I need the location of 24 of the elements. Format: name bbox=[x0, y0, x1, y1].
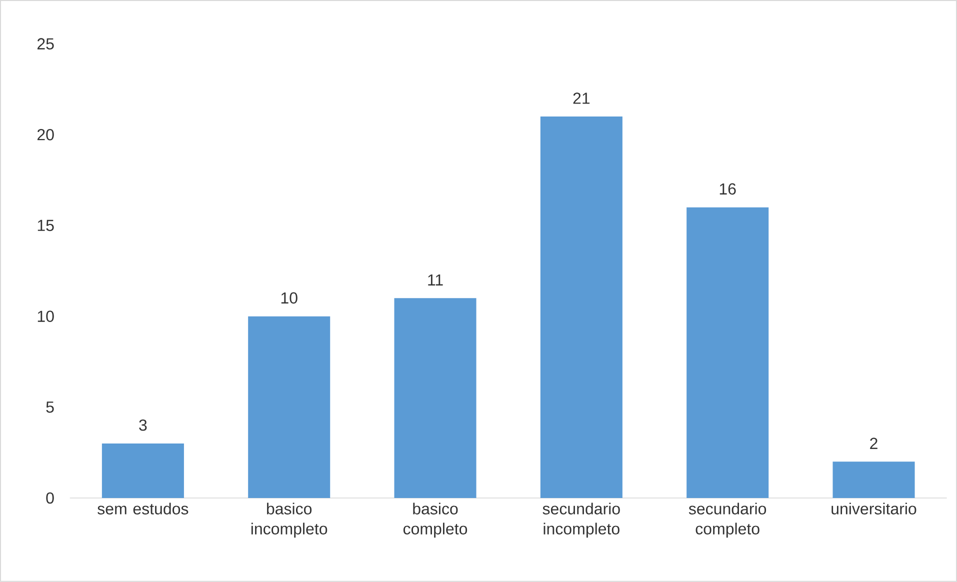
x-tick-label: basico incompleto bbox=[251, 502, 328, 538]
x-tick-label: basico completo bbox=[403, 502, 468, 538]
y-tick-label: 10 bbox=[38, 310, 54, 322]
data-label: 3 bbox=[139, 420, 147, 431]
bar bbox=[394, 298, 476, 498]
x-tick-label: secundario incompleto bbox=[542, 502, 620, 538]
data-label: 16 bbox=[720, 183, 736, 195]
x-tick-label: secundario completo bbox=[688, 502, 766, 538]
data-label: 11 bbox=[428, 274, 443, 286]
y-tick-label: 25 bbox=[37, 38, 54, 50]
bar bbox=[832, 462, 915, 498]
data-label: 2 bbox=[870, 438, 878, 450]
y-tick-label: 0 bbox=[46, 492, 54, 504]
bar bbox=[540, 116, 622, 498]
data-label: 10 bbox=[281, 292, 298, 304]
bar bbox=[102, 444, 184, 498]
y-tick-label: 20 bbox=[37, 129, 54, 140]
data-label: 21 bbox=[573, 92, 590, 104]
bar bbox=[686, 207, 769, 498]
x-tick-label: universitario bbox=[832, 502, 916, 515]
y-tick-label: 15 bbox=[38, 220, 54, 232]
x-tick-label: sem estudos bbox=[98, 502, 188, 515]
y-tick-label: 5 bbox=[46, 402, 54, 413]
bar bbox=[248, 316, 330, 498]
